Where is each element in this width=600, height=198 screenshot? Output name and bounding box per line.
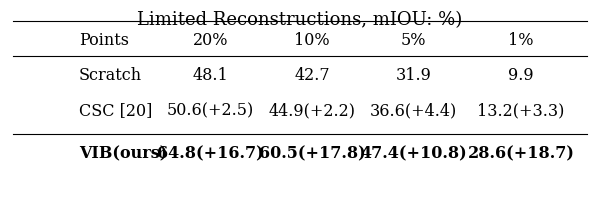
Text: 47.4(+10.8): 47.4(+10.8)	[360, 145, 467, 162]
Text: 44.9(+2.2): 44.9(+2.2)	[268, 102, 355, 119]
Text: 10%: 10%	[294, 32, 330, 49]
Text: 5%: 5%	[401, 32, 426, 49]
Text: 60.5(+17.8): 60.5(+17.8)	[259, 145, 365, 162]
Text: Limited Reconstructions, mIOU: %): Limited Reconstructions, mIOU: %)	[137, 11, 463, 29]
Text: 13.2(+3.3): 13.2(+3.3)	[477, 102, 565, 119]
Text: 31.9: 31.9	[395, 67, 431, 84]
Text: CSC [20]: CSC [20]	[79, 102, 152, 119]
Text: Points: Points	[79, 32, 129, 49]
Text: 42.7: 42.7	[294, 67, 330, 84]
Text: VIB(ours): VIB(ours)	[79, 145, 167, 162]
Text: 1%: 1%	[508, 32, 534, 49]
Text: 64.8(+16.7): 64.8(+16.7)	[157, 145, 264, 162]
Text: 28.6(+18.7): 28.6(+18.7)	[467, 145, 574, 162]
Text: 48.1: 48.1	[193, 67, 228, 84]
Text: 50.6(+2.5): 50.6(+2.5)	[167, 102, 254, 119]
Text: 36.6(+4.4): 36.6(+4.4)	[370, 102, 457, 119]
Text: 9.9: 9.9	[508, 67, 534, 84]
Text: Scratch: Scratch	[79, 67, 142, 84]
Text: 20%: 20%	[193, 32, 228, 49]
